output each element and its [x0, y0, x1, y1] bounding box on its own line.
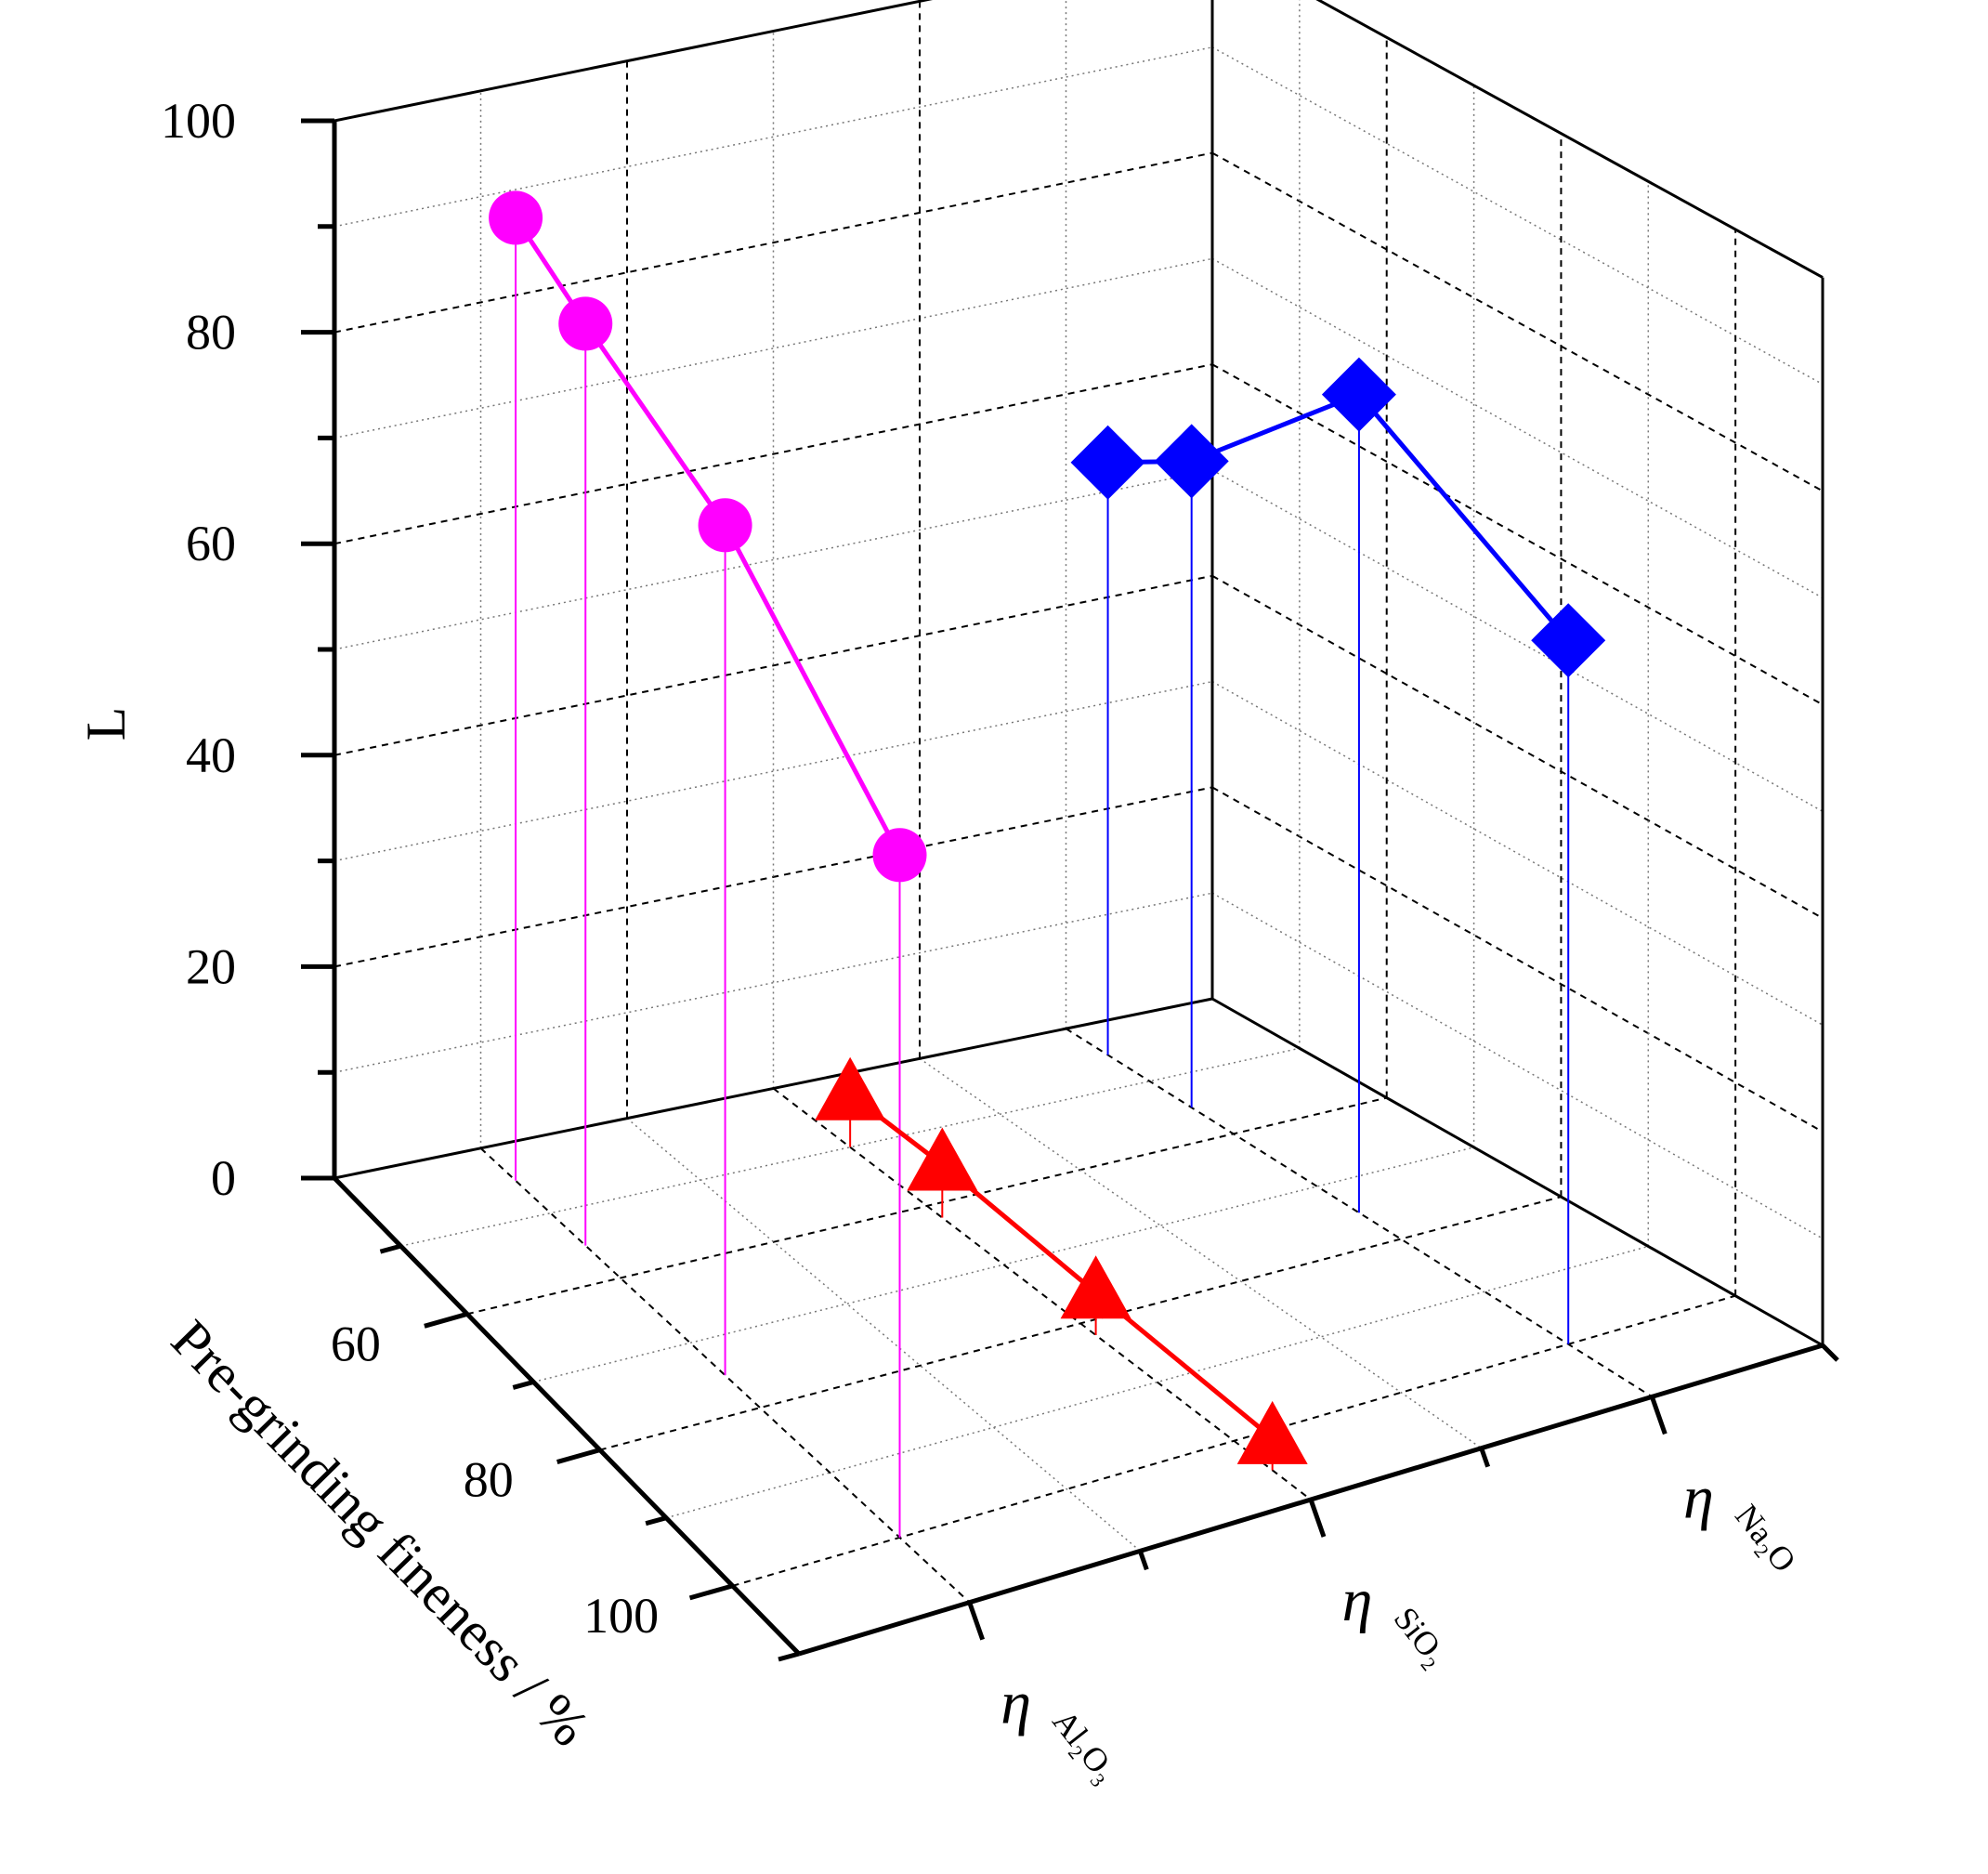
data-point-triangle: [907, 1127, 978, 1191]
x-tick: [1821, 1343, 1839, 1362]
gridline-rightwall-h: [1211, 892, 1824, 1239]
gridline-rightwall-h: [1211, 257, 1824, 599]
frame-top-back: [334, 0, 934, 123]
y-tick: [688, 1583, 734, 1601]
gridline-rightwall-h: [1211, 151, 1824, 492]
series-line: [513, 216, 902, 857]
gridline-floor-cat: [479, 1147, 971, 1604]
y-tick-label: 80: [464, 1452, 514, 1508]
gridline-backwall-h: [334, 151, 1213, 334]
series-line: [1107, 391, 1571, 642]
y-tick: [778, 1651, 800, 1662]
x-category-subscript: Na₂O: [1728, 1498, 1803, 1579]
x-category-symbol: η: [1001, 1670, 1031, 1737]
z-axis-title: L: [75, 707, 137, 741]
data-point-circle: [872, 828, 927, 883]
x-category-symbol: η: [1342, 1566, 1373, 1634]
gridline-backwall-h: [334, 574, 1213, 756]
data-point-triangle: [815, 1056, 886, 1120]
y-axis: [333, 1176, 801, 1656]
frame-floor-back: [334, 997, 1213, 1180]
y-tick-label: 60: [331, 1316, 381, 1371]
data-point-diamond: [1154, 424, 1229, 499]
gridline-floor-mid: [626, 1118, 1141, 1552]
y-tick: [512, 1380, 534, 1390]
z-tick-label: 60: [186, 516, 236, 571]
x-tick: [967, 1601, 986, 1641]
gridline-backwall-h: [334, 363, 1213, 545]
y-tick: [379, 1243, 402, 1254]
x-tick: [1479, 1447, 1491, 1468]
x-category-subscript: SiO₂: [1387, 1600, 1456, 1673]
x-tick: [1649, 1396, 1668, 1435]
gridline-rightwall-h: [1211, 46, 1824, 386]
data-point-circle: [558, 296, 613, 351]
y-tick-label: 100: [583, 1588, 659, 1644]
frame-floor-right: [1211, 997, 1824, 1347]
z-tick-label: 100: [161, 93, 236, 149]
z-tick-label: 0: [211, 1150, 236, 1206]
gridline-rightwall-h: [1211, 680, 1824, 1026]
gridline-rightwall-h: [1211, 363, 1824, 706]
data-point-circle: [489, 190, 543, 245]
x-category-symbol: η: [1683, 1463, 1714, 1531]
x-tick: [1308, 1499, 1327, 1538]
gridline-floor-mid: [919, 1057, 1483, 1449]
z-tick-label: 20: [186, 938, 236, 994]
z-tick-label: 40: [186, 727, 236, 783]
gridline-rightwall-h: [1211, 469, 1824, 812]
gridline-rightwall-h: [1211, 574, 1824, 920]
data-point-diamond: [1531, 603, 1606, 678]
data-point-triangle: [1060, 1255, 1131, 1319]
series-line: [848, 1092, 1275, 1440]
y-tick: [645, 1515, 667, 1527]
x-category-subscript: Al₂O₃: [1045, 1703, 1124, 1789]
z-tick-label: 80: [186, 305, 236, 360]
y-axis-title: Pre-grinding fineness / %: [160, 1308, 600, 1758]
data-point-triangle: [1236, 1400, 1308, 1464]
data-point-circle: [698, 498, 752, 553]
gridline-backwall-h: [334, 46, 1213, 228]
y-tick: [424, 1311, 468, 1329]
gridline-backwall-h: [334, 786, 1213, 968]
data-point-diamond: [1321, 357, 1396, 432]
x-tick: [1137, 1550, 1149, 1571]
frame-top-right: [1315, 0, 1824, 279]
data-point-diamond: [1070, 425, 1145, 500]
gridline-rightwall-h: [1211, 786, 1824, 1133]
gridline-floor-cat: [772, 1087, 1312, 1501]
y-tick: [556, 1448, 601, 1464]
